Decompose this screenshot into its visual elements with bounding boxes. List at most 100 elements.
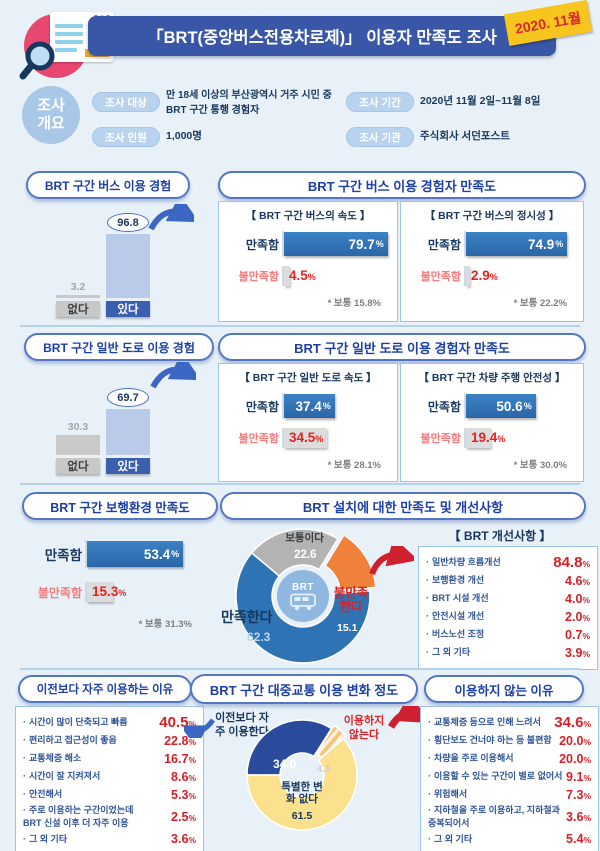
list-item: 안전시설 개선 2.0% (426, 608, 590, 626)
item-value: 0.7% (565, 628, 590, 642)
dissatisfied-value-wrap: 15.3% (92, 582, 126, 603)
unit: % (523, 401, 532, 411)
list-item: 편리하고 접근성이 좋음 22.8% (23, 732, 196, 750)
donut-center-bus-icon: BRT (277, 570, 329, 622)
bar (106, 409, 150, 455)
donut-value-dissatisfied: 15.1 (337, 622, 358, 634)
bar-value-label: 30.3 (67, 421, 89, 434)
satisfied-row: 만족함 37.4% (223, 393, 391, 419)
dissatisfied-row: 불만족함 15.3% (22, 582, 202, 602)
unit: % (555, 239, 564, 249)
section-title-road-satisfaction: BRT 구간 일반 도로 이용 경험자 만족도 (218, 333, 586, 361)
bar-track: 79.7% (282, 231, 391, 257)
walking-env-bar-chart: 만족함 53.4% 불만족함 15.3% * 보통 31.3% (18, 532, 208, 636)
donut-value-not-use: 4.5 (317, 764, 331, 775)
sat-chart-body: 만족함 74.9% 불만족함 2.9% * 보통 22.2% (405, 231, 577, 309)
bar-track: 15.3% (85, 582, 202, 602)
panel-title: 【 BRT 구간 버스의 정시성 】 (424, 210, 560, 222)
reasons-not-list: 교통체증 등으로 인해 느려서 34.6%횡단보도 건너야 하는 등 불편함 20.… (420, 706, 599, 851)
panel-road-speed: 【 BRT 구간 일반 도로 속도 】 만족함 37.4% 불만족함 34.5% * 보통… (218, 363, 398, 482)
date-badge: 2020. 11월 (503, 0, 593, 47)
bar-value-label: 69.7 (107, 388, 149, 407)
satisfied-value: 74.9 (527, 236, 555, 252)
satisfied-bar: 53.4% (87, 541, 184, 567)
reasons-more-list: 시간이 많이 단축되고 빠름 40.5% 편리하고 접근성이 좋음 22.8% 교통체증… (15, 706, 204, 851)
satisfied-value: 79.7 (348, 236, 375, 252)
satisfied-bar: 74.9% (466, 232, 568, 256)
donut-value-no-change: 61.5 (291, 810, 313, 822)
donut-value-neutral: 22.6 (294, 549, 317, 561)
bar-track: 4.5% (282, 266, 391, 286)
item-label: 교통체증 해소 (23, 752, 81, 765)
center-label: BRT (291, 581, 315, 593)
item-value: 84.8% (553, 554, 590, 571)
list-item: 교통체증 해소 16.7% (23, 750, 196, 768)
item-value: 4.6% (565, 574, 590, 588)
panel-bus-speed: 【 BRT 구간 버스의 속도 】 만족함 79.7% 불만족함 4.5% * 보통 15… (218, 201, 398, 322)
dissatisfied-value-wrap: 19.4% (471, 428, 505, 449)
item-label: 교통체증 등으로 인해 느려서 (428, 716, 541, 729)
bus-experience-bar-chart: 3.2 없다 96.8 있다 (55, 205, 151, 317)
sat-chart-body: 만족함 50.6% 불만족함 19.4% * 보통 30.0% (405, 393, 577, 471)
satisfied-row: 만족함 74.9% (405, 231, 577, 257)
item-label: 시간이 많이 단축되고 빠름 (23, 716, 128, 729)
item-value: 20.0% (559, 752, 591, 766)
bar-track: 2.9% (464, 266, 577, 286)
item-label: 버스노선 조정 (426, 628, 484, 641)
neutral-note: * 보통 30.0% (513, 460, 567, 471)
bar-track: 37.4% (282, 393, 391, 419)
section-title-usage-change: BRT 구간 대중교통 이용 변화 정도 (190, 674, 418, 704)
category-chip: 없다 (56, 301, 100, 317)
bus-icon (290, 593, 316, 610)
satisfied-value: 37.4 (295, 398, 322, 414)
sat-chart-body: 만족함 53.4% 불만족함 15.3% * 보통 31.3% (22, 540, 202, 630)
dissatisfied-label: 불만족함 (238, 433, 279, 445)
unit: % (118, 588, 127, 598)
unit: % (171, 549, 180, 559)
item-label: 그 외 기타 (428, 833, 472, 846)
donut-value-use-more: 34.0 (273, 757, 297, 771)
field-value-target: 만 18세 이상의 부산광역시 거주 시민 중 BRT 구간 통행 경험자 (166, 90, 332, 116)
unit: % (315, 434, 324, 444)
doc-line (55, 48, 77, 52)
neutral-note: * 보통 15.8% (327, 298, 381, 309)
item-value: 5.4% (566, 832, 591, 847)
list-item: 보행환경 개선 4.6% (426, 572, 590, 590)
bar-track: 53.4% (85, 540, 202, 568)
item-label: 위험해서 (428, 788, 467, 801)
sat-chart-body: 만족함 79.7% 불만족함 4.5% * 보통 15.8% (223, 231, 391, 309)
dissatisfied-label: 불만족함 (420, 433, 461, 445)
panel-title: 【 BRT 구간 버스의 속도 】 (245, 210, 371, 222)
field-label-target: 조사 대상 (92, 92, 160, 112)
doc-line (55, 32, 83, 36)
bar-column: 69.7 있다 (105, 388, 151, 474)
label-not-use: 이용하지 않는다 (343, 715, 385, 741)
satisfied-bar: 79.7% (284, 232, 388, 256)
item-value: 9.1% (566, 770, 591, 784)
item-label: 일반차량 흐름개선 (426, 556, 501, 569)
section-title-reasons-more: 이전보다 자주 이용하는 이유 (18, 675, 192, 703)
item-value: 3.6% (171, 832, 196, 847)
item-value: 2.5% (171, 810, 196, 825)
dissatisfied-value: 34.5 (289, 430, 316, 445)
section-title-walking-env: BRT 구간 보행환경 만족도 (22, 492, 218, 520)
dissatisfied-value: 19.4 (471, 430, 498, 445)
satisfied-bar: 37.4% (284, 394, 335, 418)
list-item: 버스노선 조정 0.7% (426, 626, 590, 644)
donut-slice-1 (250, 528, 339, 578)
road-experience-bar-chart: 30.3 없다 69.7 있다 (55, 362, 151, 474)
arrow-right-icon (148, 204, 194, 231)
usage-change-donut-chart: 34.0 4.5 특별한 변화 없다 61.5 (245, 718, 359, 832)
bar-track: 50.6% (464, 393, 577, 419)
list-item: 횡단보도 건너야 하는 등 불편함 20.0% (428, 732, 591, 750)
item-value: 16.7% (164, 752, 196, 766)
bar (56, 435, 100, 455)
improvements-list: 일반차량 흐름개선 84.8% 보행환경 개선 4.6% BRT 시설 개선 4.0% 안전… (418, 546, 598, 670)
satisfied-value: 50.6 (496, 398, 523, 414)
dissatisfied-bar (284, 428, 328, 448)
dissatisfied-bar (466, 428, 492, 448)
unit: % (322, 401, 331, 411)
list-item: 교통체증 등으로 인해 느려서 34.6% (428, 714, 591, 732)
satisfied-row: 만족함 79.7% (223, 231, 391, 257)
